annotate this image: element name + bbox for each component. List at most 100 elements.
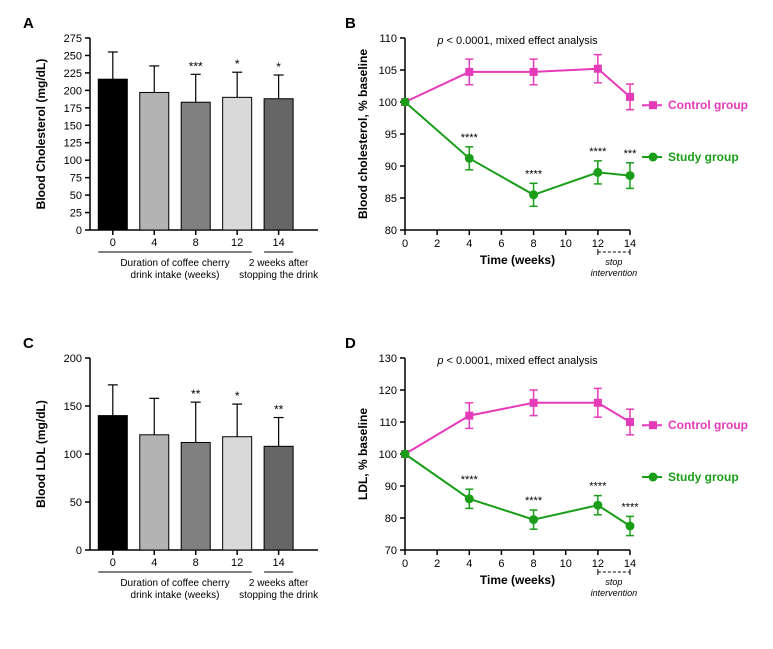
svg-text:****: **** [589, 146, 607, 158]
svg-text:4: 4 [466, 558, 472, 570]
svg-text:10: 10 [560, 238, 572, 250]
svg-text:Study group: Study group [668, 150, 739, 164]
svg-text:*: * [235, 389, 240, 403]
svg-text:0: 0 [402, 238, 408, 250]
svg-text:100: 100 [379, 449, 397, 461]
svg-text:85: 85 [385, 193, 397, 205]
svg-text:80: 80 [385, 513, 397, 525]
svg-text:14: 14 [272, 237, 284, 249]
svg-text:B: B [345, 15, 356, 32]
svg-text:6: 6 [498, 238, 504, 250]
svg-text:110: 110 [379, 417, 397, 429]
svg-text:***: *** [624, 148, 638, 160]
svg-text:***: *** [189, 59, 203, 73]
svg-text:LDL, % baseline: LDL, % baseline [356, 408, 370, 500]
svg-text:14: 14 [624, 558, 636, 570]
svg-text:6: 6 [498, 558, 504, 570]
svg-text:14: 14 [624, 238, 636, 250]
svg-text:200: 200 [64, 353, 82, 365]
svg-text:****: **** [589, 481, 607, 493]
svg-text:150: 150 [64, 120, 82, 132]
svg-text:intervention: intervention [591, 268, 638, 278]
svg-text:12: 12 [592, 558, 604, 570]
svg-text:80: 80 [385, 225, 397, 237]
svg-text:12: 12 [592, 238, 604, 250]
svg-text:50: 50 [70, 497, 82, 509]
svg-text:2 weeks after: 2 weeks after [249, 578, 309, 589]
svg-text:drink intake (weeks): drink intake (weeks) [131, 590, 220, 601]
svg-text:90: 90 [385, 481, 397, 493]
figure: A0255075100125150175200225250275Blood Ch… [0, 0, 773, 649]
svg-text:stopping the drink: stopping the drink [239, 270, 319, 281]
svg-text:0: 0 [110, 557, 116, 569]
svg-text:0: 0 [110, 237, 116, 249]
svg-text:Control group: Control group [668, 418, 748, 432]
svg-text:2 weeks after: 2 weeks after [249, 258, 309, 269]
svg-text:275: 275 [64, 33, 82, 45]
svg-text:Duration of coffee cherry: Duration of coffee cherry [120, 578, 229, 589]
svg-text:8: 8 [193, 237, 199, 249]
svg-text:4: 4 [151, 237, 157, 249]
svg-text:70: 70 [385, 545, 397, 557]
svg-text:****: **** [461, 132, 479, 144]
svg-text:50: 50 [70, 190, 82, 202]
svg-text:Blood LDL (mg/dL): Blood LDL (mg/dL) [34, 400, 48, 508]
svg-text:4: 4 [151, 557, 157, 569]
svg-text:Blood Cholesterol (mg/dL): Blood Cholesterol (mg/dL) [34, 59, 48, 210]
svg-text:D: D [345, 335, 356, 352]
svg-text:110: 110 [379, 33, 397, 45]
svg-text:75: 75 [70, 173, 82, 185]
svg-text:125: 125 [64, 138, 82, 150]
svg-text:Study group: Study group [668, 470, 739, 484]
svg-text:Blood cholesterol, % baseline: Blood cholesterol, % baseline [356, 49, 370, 219]
svg-text:225: 225 [64, 68, 82, 80]
svg-text:250: 250 [64, 50, 82, 62]
svg-text:25: 25 [70, 208, 82, 220]
svg-text:0: 0 [76, 225, 82, 237]
svg-text:10: 10 [560, 558, 572, 570]
svg-text:4: 4 [466, 238, 472, 250]
svg-text:100: 100 [64, 449, 82, 461]
svg-text:8: 8 [531, 238, 537, 250]
svg-text:100: 100 [64, 155, 82, 167]
svg-text:100: 100 [379, 97, 397, 109]
svg-text:stopping the drink: stopping the drink [239, 590, 319, 601]
svg-text:120: 120 [379, 385, 397, 397]
svg-text:0: 0 [76, 545, 82, 557]
svg-text:stop: stop [605, 257, 622, 267]
svg-text:stop: stop [605, 577, 622, 587]
svg-text:14: 14 [272, 557, 284, 569]
svg-text:175: 175 [64, 103, 82, 115]
svg-text:90: 90 [385, 161, 397, 173]
svg-text:drink intake (weeks): drink intake (weeks) [131, 270, 220, 281]
svg-text:200: 200 [64, 85, 82, 97]
svg-text:95: 95 [385, 129, 397, 141]
svg-text:0: 0 [402, 558, 408, 570]
svg-text:8: 8 [531, 558, 537, 570]
svg-text:8: 8 [193, 557, 199, 569]
svg-text:2: 2 [434, 558, 440, 570]
svg-text:****: **** [461, 474, 479, 486]
svg-text:C: C [23, 335, 34, 352]
svg-text:****: **** [525, 495, 543, 507]
svg-text:****: **** [525, 168, 543, 180]
svg-text:**: ** [191, 387, 201, 401]
svg-text:Control group: Control group [668, 98, 748, 112]
svg-text:Time (weeks): Time (weeks) [480, 253, 555, 267]
svg-text:A: A [23, 15, 34, 32]
svg-text:Duration of coffee cherry: Duration of coffee cherry [120, 258, 229, 269]
svg-text:p < 0.0001, mixed effect anal: p < 0.0001, mixed effect analysis [436, 35, 598, 47]
svg-text:****: **** [621, 501, 639, 513]
svg-text:105: 105 [379, 65, 397, 77]
svg-text:150: 150 [64, 401, 82, 413]
svg-text:**: ** [274, 403, 284, 417]
svg-text:*: * [235, 57, 240, 71]
svg-text:12: 12 [231, 237, 243, 249]
svg-text:12: 12 [231, 557, 243, 569]
svg-text:2: 2 [434, 238, 440, 250]
svg-text:p < 0.0001, mixed effect anal: p < 0.0001, mixed effect analysis [436, 355, 598, 367]
svg-text:130: 130 [379, 353, 397, 365]
svg-text:intervention: intervention [591, 588, 638, 598]
svg-text:*: * [276, 60, 281, 74]
svg-text:Time (weeks): Time (weeks) [480, 573, 555, 587]
